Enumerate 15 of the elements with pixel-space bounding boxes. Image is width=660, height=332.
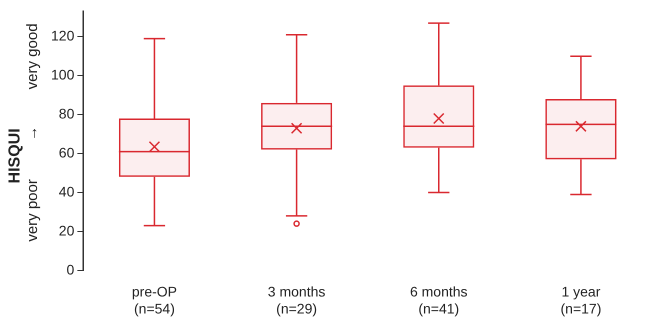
x-tick-label: pre-OP (n=54) <box>132 284 177 316</box>
y-tick-label: 40 <box>58 183 75 200</box>
y-axis-title: HISQUI <box>6 128 24 184</box>
y-tick-label: 100 <box>51 66 75 83</box>
x-tick-label: 6 months (n=41) <box>410 284 468 316</box>
text: very poor <box>24 179 42 242</box>
text: → <box>24 126 42 141</box>
y-tick-label: 120 <box>51 28 75 44</box>
y-tick-label: 80 <box>58 105 75 122</box>
y-tick-label: 60 <box>58 144 75 160</box>
y-tick-label: 0 <box>66 261 75 278</box>
x-tick-label: 1 year (n=17) <box>560 284 602 316</box>
y-tick-label: 20 <box>58 222 75 238</box>
x-tick-label: 3 months (n=29) <box>268 284 326 316</box>
text: very good <box>24 23 42 90</box>
